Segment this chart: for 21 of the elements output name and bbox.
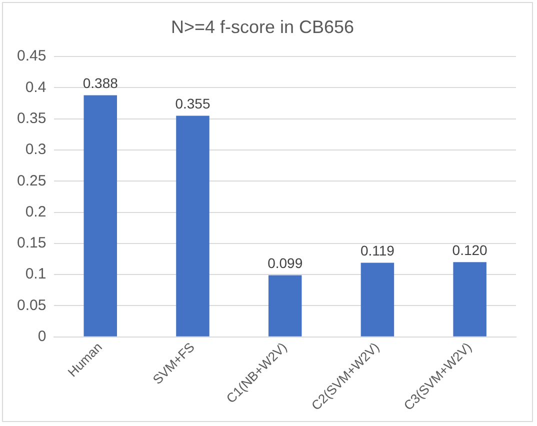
y-tick-label: 0: [38, 328, 46, 346]
data-label: 0.119: [360, 242, 395, 259]
y-tick-label: 0.45: [16, 48, 46, 65]
bar: [268, 275, 302, 336]
bar: [453, 262, 486, 336]
y-tick-label: 0.15: [16, 234, 46, 252]
bar: [360, 262, 394, 336]
data-label: 0.388: [82, 75, 118, 92]
y-tick-label: 0.2: [25, 203, 46, 220]
y-tick-label: 0.05: [16, 296, 46, 314]
bar: [84, 95, 117, 336]
y-tick-label: 0.3: [25, 141, 46, 158]
y-tick-label: 0.4: [25, 78, 46, 96]
bar: [176, 116, 210, 336]
data-label: 0.099: [268, 255, 303, 272]
y-tick-label: 0.35: [16, 110, 46, 128]
data-label: 0.355: [175, 96, 210, 112]
chart-title: N>=4 f-score in CB656: [170, 16, 354, 37]
y-tick-label: 0.25: [16, 172, 46, 190]
data-label: 0.120: [452, 242, 488, 258]
y-tick-label: 0.1: [25, 266, 46, 283]
